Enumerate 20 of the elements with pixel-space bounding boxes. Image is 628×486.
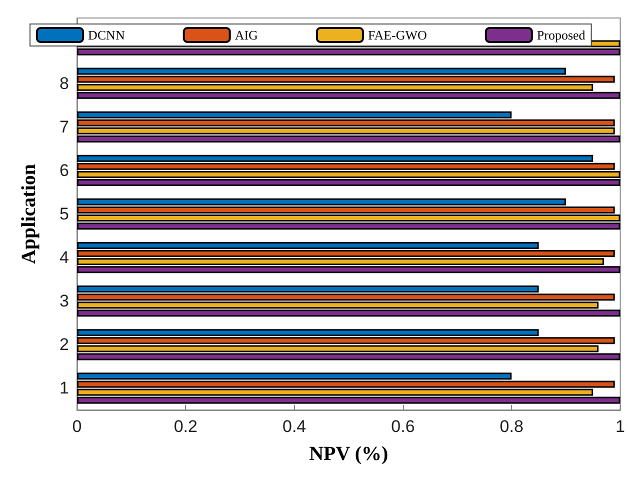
y-tick-label: 6 (60, 160, 69, 180)
y-tick-label: 3 (60, 292, 69, 311)
x-tick-label: 0 (72, 417, 82, 436)
legend-label: FAE-GWO (368, 28, 427, 42)
y-tick-label: 4 (60, 248, 69, 268)
legend-label: DCNN (88, 28, 126, 42)
legend-label: AIG (234, 28, 258, 42)
y-axis-title: Application (18, 164, 40, 264)
legend-label: Proposed (536, 28, 586, 42)
x-tick-label: 0.4 (282, 417, 306, 436)
x-axis-title: NPV (%) (309, 443, 388, 465)
x-tick-label: 1 (616, 417, 626, 436)
x-tick-label: 0.8 (500, 417, 524, 436)
y-tick-label: 5 (60, 204, 69, 224)
y-tick-label: 2 (60, 335, 69, 354)
y-tick-label: 1 (60, 378, 69, 398)
x-tick-label: 0.2 (174, 417, 198, 436)
y-tick-label: 8 (60, 74, 69, 93)
y-tick-label: 7 (60, 117, 69, 136)
x-tick-label: 0.6 (391, 417, 415, 436)
